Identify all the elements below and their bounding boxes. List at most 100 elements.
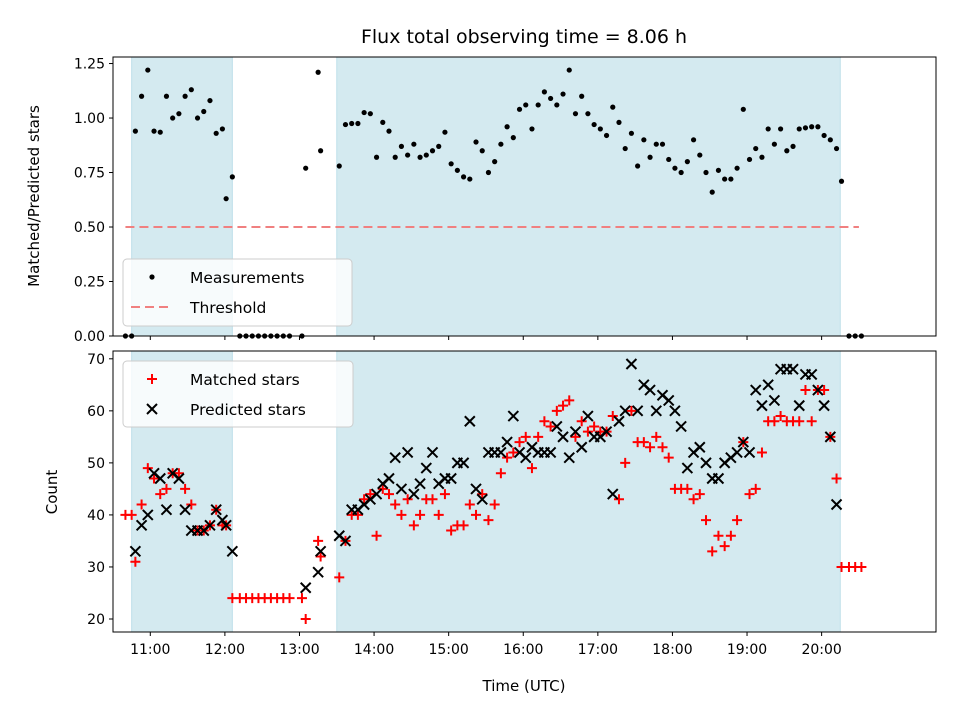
- measurement-point: [315, 69, 321, 75]
- matched-star-point: [526, 463, 537, 474]
- matched-star-point: [744, 489, 755, 500]
- predicted-star-point: [563, 451, 575, 464]
- bottom-legend: Matched stars Predicted stars: [122, 360, 354, 428]
- matched-star-point: [638, 437, 649, 448]
- matched-star-point: [186, 499, 197, 510]
- matched-star-point: [396, 509, 407, 520]
- predicted-star-point: [216, 514, 229, 526]
- measurement-point: [170, 115, 176, 121]
- matched-star-point: [408, 520, 419, 531]
- matched-star-point: [502, 452, 513, 463]
- matched-star-point: [383, 489, 394, 500]
- y-tick-label: 60: [87, 404, 105, 420]
- matched-star-point: [620, 457, 631, 468]
- x-tick-label: 16:00: [503, 642, 543, 658]
- matched-star-point: [520, 431, 531, 442]
- measurement-point: [635, 163, 641, 169]
- predicted-star-point: [173, 472, 185, 485]
- measurement-point: [219, 126, 226, 132]
- measurement-point: [182, 93, 188, 99]
- measurement-point: [386, 128, 392, 134]
- measurement-point: [492, 159, 498, 165]
- measurement-point: [473, 139, 479, 145]
- predicted-star-point: [312, 566, 324, 578]
- predicted-star-point: [470, 483, 482, 495]
- y-tick-label: 50: [87, 456, 105, 472]
- measurement-point: [436, 143, 442, 149]
- matched-star-point: [483, 515, 494, 526]
- measurement-point: [697, 152, 703, 158]
- matched-star-point: [558, 400, 569, 411]
- measurement-point: [151, 128, 157, 134]
- matched-star-point: [130, 556, 141, 567]
- matched-star-point: [663, 452, 674, 463]
- x-tick-label: 19:00: [727, 642, 767, 658]
- bottom-observing-windows: [131, 350, 841, 633]
- matched-star-point: [495, 468, 506, 479]
- measurement-point: [423, 152, 429, 158]
- measurement-point: [303, 165, 309, 171]
- matched-star-point: [477, 489, 488, 500]
- x-tick-label: 20:00: [801, 642, 841, 658]
- predicted-star-point: [613, 415, 625, 427]
- measurement-point: [460, 174, 467, 180]
- measurement-point: [659, 141, 666, 147]
- matched-star-point: [533, 431, 544, 442]
- matched-star-point: [645, 442, 656, 453]
- predicted-star-point: [830, 498, 843, 511]
- predicted-star-point: [154, 472, 166, 485]
- predicted-star-point: [700, 457, 712, 469]
- measurement-point: [796, 126, 802, 132]
- measurement-point: [666, 156, 672, 163]
- bottom-legend-box: [122, 360, 354, 428]
- y-tick-label: 1.25: [74, 57, 105, 73]
- measurement-point: [516, 106, 523, 112]
- measurement-point: [229, 174, 235, 180]
- matched-star-point: [589, 421, 600, 432]
- predicted-star-point: [408, 488, 420, 500]
- matched-star-point: [713, 530, 724, 541]
- measurement-legend-marker: [149, 274, 155, 280]
- predicted-star-points: [129, 358, 843, 594]
- predicted-star-point: [457, 457, 470, 469]
- y-tick-label: 0.50: [74, 220, 105, 236]
- measurement-point: [548, 95, 554, 102]
- predicted-star-point: [712, 472, 725, 485]
- measurement-point: [138, 93, 145, 99]
- measurement-point: [597, 126, 603, 132]
- predicted-star-point: [135, 519, 148, 532]
- measurement-point: [765, 126, 771, 132]
- y-tick-label: 40: [87, 508, 105, 524]
- predicted-star-point: [787, 363, 799, 375]
- measurement-point: [616, 119, 622, 125]
- measurement-point: [213, 130, 219, 136]
- x-tick-label: 11:00: [130, 642, 170, 658]
- measurement-point: [591, 121, 597, 128]
- matched-star-point: [126, 509, 137, 520]
- matched-star-point: [806, 416, 817, 427]
- x-axis-label: Time (UTC): [482, 677, 566, 695]
- measurement-point: [194, 115, 201, 121]
- predicted-star-point: [625, 358, 638, 370]
- measurement-point: [622, 145, 628, 152]
- predicted-star-point: [607, 488, 619, 500]
- matched-star-point: [688, 494, 699, 505]
- measurement-point: [821, 132, 827, 139]
- measurement-point: [678, 169, 684, 176]
- x-tick-label: 13:00: [279, 642, 319, 658]
- matched-star-point: [607, 411, 618, 422]
- predicted-star-point: [476, 493, 488, 506]
- predicted-star-point: [600, 425, 613, 438]
- measurement-point: [703, 169, 709, 176]
- predicted-star-point: [731, 446, 743, 459]
- predicted-star-point: [204, 519, 216, 532]
- x-marker: [146, 403, 158, 415]
- matched-star-point: [819, 385, 830, 396]
- matched-star-point: [800, 385, 811, 396]
- matched-star-point: [402, 494, 413, 505]
- matched-star-point: [651, 431, 662, 442]
- measurement-point: [361, 109, 367, 116]
- measurement-point: [405, 152, 411, 158]
- matched-star-point: [149, 473, 160, 484]
